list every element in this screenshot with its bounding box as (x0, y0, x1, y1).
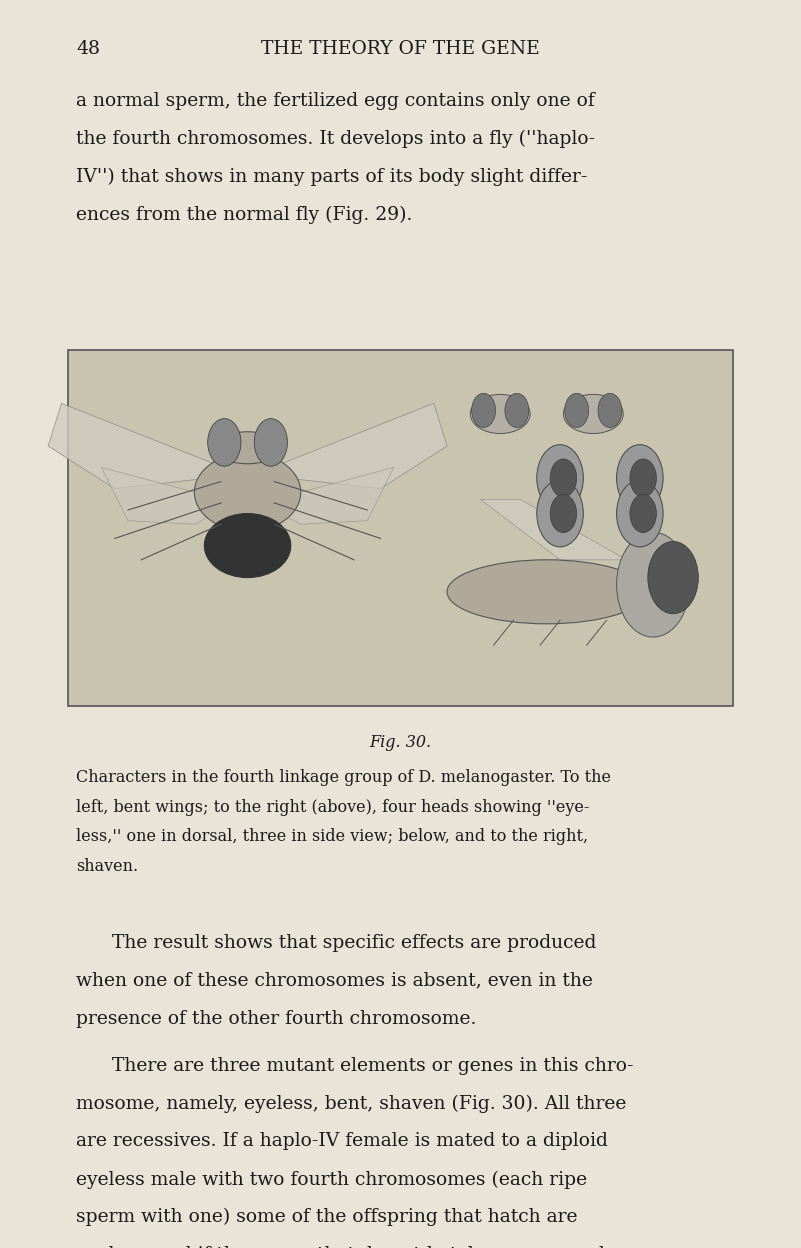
Circle shape (630, 459, 657, 497)
Polygon shape (254, 403, 447, 489)
Text: The result shows that specific effects are produced: The result shows that specific effects a… (112, 934, 597, 952)
Text: There are three mutant elements or genes in this chro-: There are three mutant elements or genes… (112, 1057, 634, 1075)
Text: eyeless, and if the pupae that do not hatch are removed: eyeless, and if the pupae that do not ha… (76, 1246, 605, 1248)
Circle shape (550, 494, 577, 533)
Polygon shape (48, 403, 241, 489)
Text: eyeless male with two fourth chromosomes (each ripe: eyeless male with two fourth chromosomes… (76, 1171, 587, 1188)
Circle shape (537, 444, 583, 512)
Circle shape (648, 542, 698, 614)
Text: presence of the other fourth chromosome.: presence of the other fourth chromosome. (76, 1010, 477, 1027)
Text: less,'' one in dorsal, three in side view; below, and to the right,: less,'' one in dorsal, three in side vie… (76, 829, 588, 845)
Ellipse shape (447, 560, 646, 624)
Circle shape (617, 480, 663, 547)
Circle shape (550, 459, 577, 497)
Text: sperm with one) some of the offspring that hatch are: sperm with one) some of the offspring th… (76, 1208, 578, 1227)
Circle shape (598, 393, 622, 428)
Ellipse shape (470, 394, 530, 433)
Circle shape (472, 393, 496, 428)
Text: 48: 48 (76, 40, 100, 59)
FancyBboxPatch shape (68, 349, 733, 705)
Text: are recessives. If a haplo-IV female is mated to a diploid: are recessives. If a haplo-IV female is … (76, 1132, 608, 1151)
Text: Fig. 30.: Fig. 30. (369, 734, 432, 751)
Ellipse shape (563, 394, 623, 433)
Text: left, bent wings; to the right (above), four heads showing ''eye-: left, bent wings; to the right (above), … (76, 799, 590, 815)
Text: IV'') that shows in many parts of its body slight differ-: IV'') that shows in many parts of its bo… (76, 167, 587, 186)
Circle shape (565, 393, 589, 428)
Text: THE THEORY OF THE GENE: THE THEORY OF THE GENE (261, 40, 540, 59)
Text: ences from the normal fly (Fig. 29).: ences from the normal fly (Fig. 29). (76, 206, 413, 223)
Text: the fourth chromosomes. It develops into a fly (''haplo-: the fourth chromosomes. It develops into… (76, 130, 595, 149)
Circle shape (537, 480, 583, 547)
Ellipse shape (204, 514, 291, 578)
Circle shape (617, 533, 690, 636)
Polygon shape (261, 467, 394, 524)
Text: Characters in the fourth linkage group of D. melanogaster. To the: Characters in the fourth linkage group o… (76, 769, 611, 786)
Text: when one of these chromosomes is absent, even in the: when one of these chromosomes is absent,… (76, 972, 593, 990)
Polygon shape (102, 467, 235, 524)
Text: mosome, namely, eyeless, bent, shaven (Fig. 30). All three: mosome, namely, eyeless, bent, shaven (F… (76, 1094, 626, 1113)
Circle shape (254, 418, 288, 467)
Ellipse shape (195, 453, 301, 532)
Circle shape (207, 418, 241, 467)
Circle shape (505, 393, 529, 428)
Text: shaven.: shaven. (76, 859, 139, 875)
Circle shape (630, 494, 657, 533)
Polygon shape (481, 499, 626, 560)
Ellipse shape (215, 432, 281, 464)
Circle shape (617, 444, 663, 512)
Text: a normal sperm, the fertilized egg contains only one of: a normal sperm, the fertilized egg conta… (76, 92, 595, 110)
